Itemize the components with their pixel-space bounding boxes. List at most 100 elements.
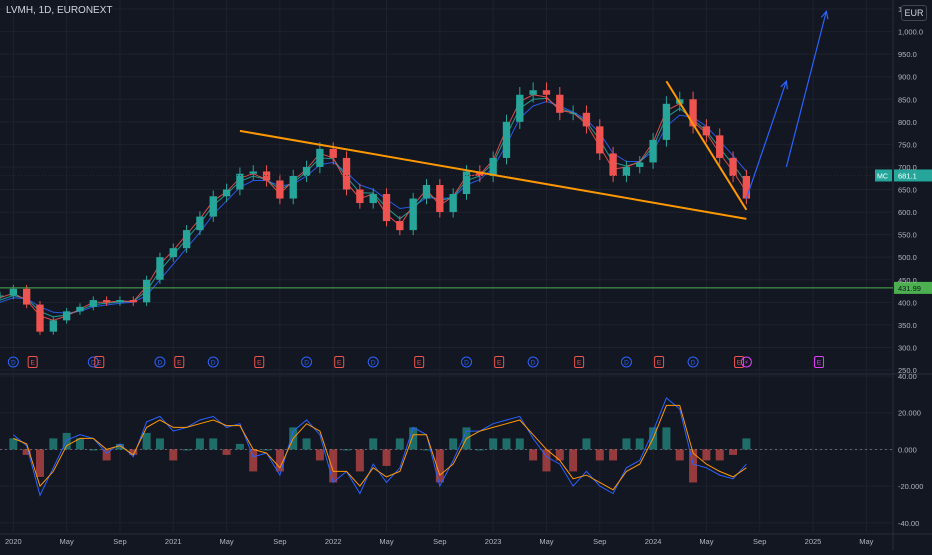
descending-trendline bbox=[239, 129, 747, 220]
event-label: E bbox=[577, 360, 582, 367]
candle-body bbox=[396, 221, 404, 231]
event-label: D bbox=[211, 360, 216, 367]
event-label: D bbox=[158, 360, 163, 367]
time-axis-tick: 2022 bbox=[325, 537, 342, 546]
candle-body bbox=[102, 300, 111, 303]
event-label: D bbox=[371, 360, 376, 367]
oscillator-axis-tick: 0.000 bbox=[898, 445, 917, 454]
dividend-event-icon bbox=[207, 356, 219, 368]
oscillator-histogram-bar bbox=[715, 449, 724, 461]
oscillator-histogram-bar bbox=[235, 443, 244, 450]
candle-body bbox=[729, 157, 737, 176]
oscillator-histogram-bar bbox=[342, 449, 351, 451]
candle-body bbox=[182, 230, 191, 249]
price-axis-tick: 600.0 bbox=[898, 208, 917, 217]
support-level-label: 431.99 bbox=[898, 284, 921, 293]
candle-body bbox=[609, 153, 617, 176]
oscillator-histogram-bar bbox=[582, 438, 591, 450]
candle-body bbox=[476, 171, 484, 176]
lightning-event-icon bbox=[740, 356, 752, 368]
price-axis-tick: 700.0 bbox=[898, 163, 917, 172]
oscillator-axis-tick: 40.00 bbox=[898, 372, 917, 381]
candle-body bbox=[409, 198, 417, 231]
earnings-event-icon bbox=[494, 356, 505, 368]
price-axis-tick: 950.0 bbox=[898, 50, 917, 59]
oscillator-histogram-bar bbox=[675, 449, 684, 461]
event-label: E bbox=[737, 360, 742, 367]
oscillator-line-2 bbox=[13, 404, 747, 491]
dividend-event-icon bbox=[527, 356, 539, 368]
earnings-event-icon bbox=[414, 356, 425, 368]
event-label: D bbox=[464, 360, 469, 367]
currency-button[interactable]: EUR bbox=[901, 5, 927, 21]
candle-body bbox=[649, 139, 657, 163]
event-label: E bbox=[657, 360, 662, 367]
oscillator-histogram-bar bbox=[35, 449, 44, 477]
oscillator-histogram-bar bbox=[529, 449, 538, 461]
candle-body bbox=[556, 94, 564, 113]
oscillator-histogram-bar bbox=[89, 449, 98, 451]
event-label: D bbox=[531, 360, 536, 367]
candle-body bbox=[249, 171, 257, 174]
dividend-event-icon bbox=[367, 356, 379, 368]
time-axis-tick: 2020 bbox=[5, 537, 22, 546]
oscillator-histogram-bar bbox=[489, 438, 498, 450]
oscillator-histogram-bar bbox=[262, 449, 271, 451]
price-axis-tick: 250.0 bbox=[898, 366, 917, 375]
time-axis-tick: Sep bbox=[753, 537, 766, 546]
events-row: D E D E D E D E D E D E D E D E D E D E ⚡ E bbox=[7, 356, 825, 368]
event-label: E bbox=[817, 360, 822, 367]
time-axis-tick: Sep bbox=[113, 537, 126, 546]
time-axis-tick: Sep bbox=[593, 537, 606, 546]
candle-body bbox=[276, 180, 284, 199]
oscillator-histogram-bar bbox=[102, 449, 111, 461]
candle-body bbox=[89, 300, 97, 307]
candle-body bbox=[342, 157, 351, 190]
oscillator-histogram-bar bbox=[315, 449, 324, 461]
price-axis-tick: 450.0 bbox=[898, 276, 917, 285]
oscillator-histogram-bar bbox=[542, 449, 551, 472]
candle-body bbox=[596, 126, 604, 154]
event-label: E bbox=[337, 360, 342, 367]
candle-body bbox=[529, 90, 537, 95]
candle-body bbox=[369, 194, 377, 204]
ticker-label: MC bbox=[877, 173, 888, 180]
time-axis-tick: May bbox=[379, 537, 393, 546]
projection-arrow-1 bbox=[745, 81, 787, 199]
oscillator-histogram-bar bbox=[515, 438, 524, 450]
oscillator-histogram-bar bbox=[395, 438, 404, 450]
candle-body bbox=[502, 121, 511, 158]
candle-body bbox=[236, 173, 244, 190]
earnings-event-icon bbox=[814, 356, 825, 368]
oscillator-histogram-bar bbox=[622, 438, 631, 450]
price-axis-tick: 750.0 bbox=[898, 140, 917, 149]
oscillator-histogram-bar bbox=[569, 449, 578, 472]
candle-body bbox=[169, 248, 177, 258]
oscillator-histogram-bar bbox=[155, 438, 164, 450]
candle-body bbox=[222, 189, 231, 197]
candle-body bbox=[76, 306, 84, 312]
candle-body bbox=[0, 295, 4, 297]
dividend-event-icon bbox=[301, 356, 313, 368]
oscillator-histogram-bar bbox=[222, 449, 231, 455]
candle-body bbox=[36, 304, 44, 332]
candle-body bbox=[622, 166, 631, 176]
candle-body bbox=[382, 194, 391, 222]
time-axis-tick: Sep bbox=[433, 537, 446, 546]
price-axis-tick: 500.0 bbox=[898, 253, 917, 262]
price-axis-tick: 550.0 bbox=[898, 231, 917, 240]
time-axis-tick: May bbox=[539, 537, 553, 546]
candle-body bbox=[489, 157, 497, 176]
candle-body bbox=[636, 162, 644, 167]
oscillator-axis-tick: 20.000 bbox=[898, 409, 921, 418]
earnings-event-icon bbox=[734, 356, 745, 368]
oscillator-histogram-bar bbox=[275, 449, 284, 472]
candle-body bbox=[62, 311, 71, 321]
time-axis-tick: May bbox=[60, 537, 74, 546]
oscillator-histogram-bar bbox=[609, 449, 618, 461]
price-axis-tick: 1,000.0 bbox=[898, 28, 923, 37]
candle-body bbox=[462, 171, 471, 195]
event-label: E bbox=[30, 360, 35, 367]
